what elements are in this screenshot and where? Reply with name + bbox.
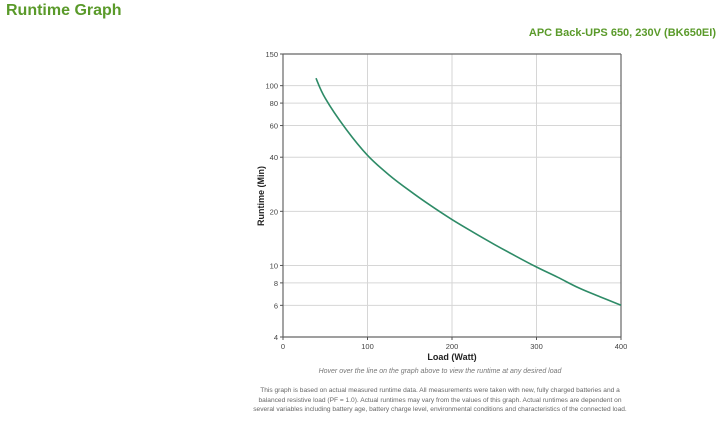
- svg-text:200: 200: [446, 342, 459, 351]
- y-axis-label: Runtime (Min): [256, 166, 266, 226]
- x-axis-label: Load (Watt): [427, 352, 476, 362]
- svg-text:300: 300: [530, 342, 543, 351]
- x-axis-ticks: 0 100 200 300 400: [281, 337, 627, 351]
- disclaimer-text: This graph is based on actual measured r…: [253, 387, 627, 413]
- svg-text:6: 6: [274, 301, 278, 310]
- product-title: APC Back-UPS 650, 230V (BK650EI): [528, 27, 716, 39]
- page-title: Runtime Graph: [6, 2, 122, 19]
- svg-text:8: 8: [274, 279, 278, 288]
- svg-text:400: 400: [615, 342, 628, 351]
- svg-text:100: 100: [265, 82, 278, 91]
- svg-text:40: 40: [270, 153, 278, 162]
- runtime-line[interactable]: [315, 77, 622, 307]
- chart-grid: [283, 54, 621, 337]
- svg-text:150: 150: [265, 50, 278, 59]
- svg-text:4: 4: [274, 333, 278, 342]
- svg-text:20: 20: [270, 207, 278, 216]
- svg-text:80: 80: [270, 99, 278, 108]
- svg-text:0: 0: [281, 342, 285, 351]
- svg-text:100: 100: [361, 342, 374, 351]
- svg-text:60: 60: [270, 122, 278, 131]
- y-axis-ticks: 4 6 8 10 20 40 60 80 100 150: [265, 50, 283, 342]
- svg-text:10: 10: [270, 261, 278, 270]
- hover-instruction: Hover over the line on the graph above t…: [318, 368, 562, 375]
